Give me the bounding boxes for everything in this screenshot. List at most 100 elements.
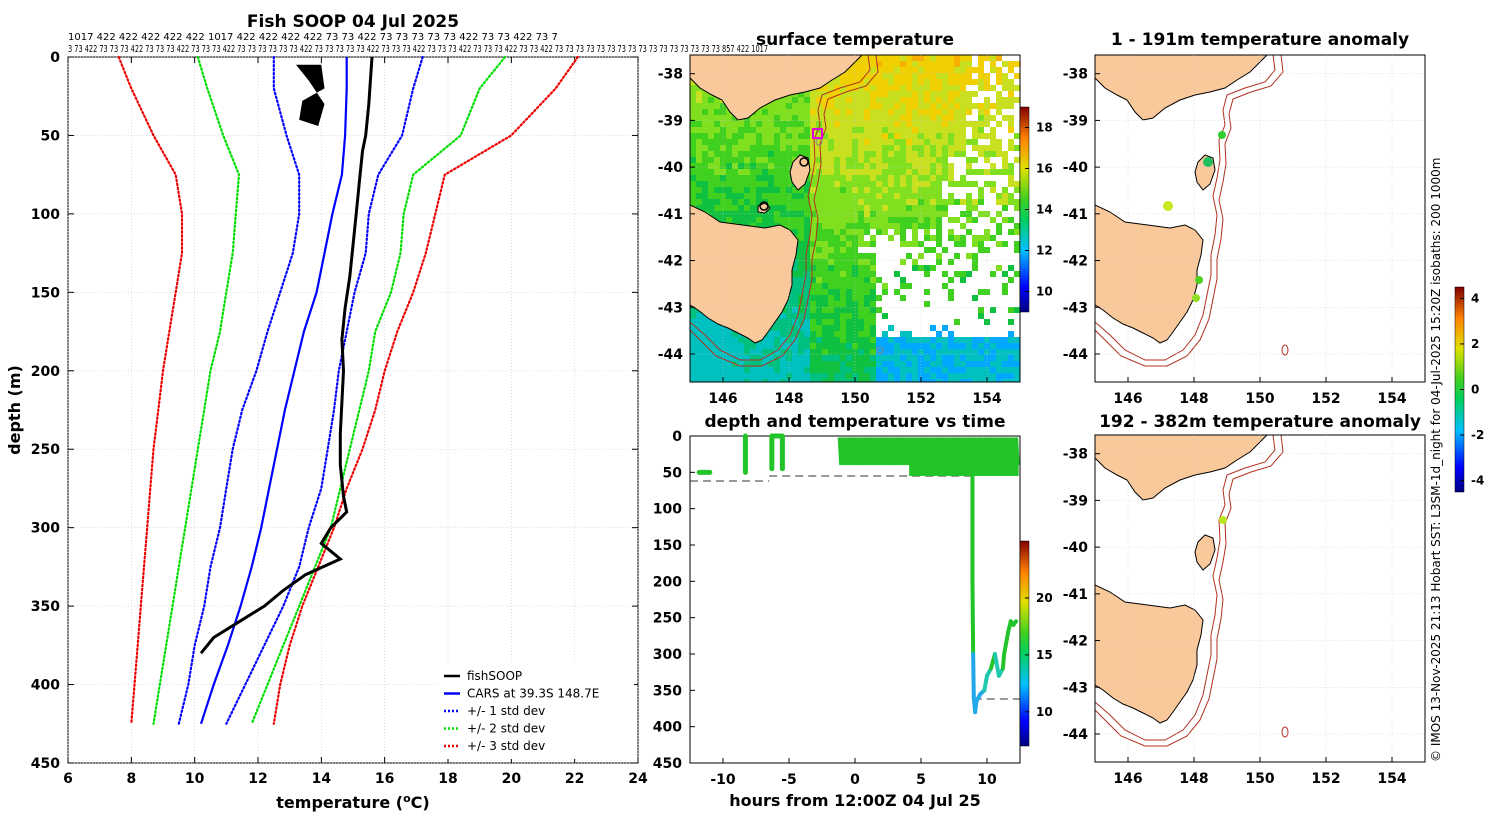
sst-cell [822, 163, 828, 169]
sst-cell [822, 175, 828, 181]
sst-cell [864, 319, 870, 325]
sst-cell [930, 145, 936, 151]
series--2-std-dev [250, 55, 507, 725]
sst-cell [864, 253, 870, 259]
sst-cell [810, 163, 816, 169]
sst-cell [870, 205, 876, 211]
sst-cell [912, 127, 918, 133]
sst-cell [864, 307, 870, 313]
sst-cell [876, 157, 882, 163]
sst-cell [774, 169, 780, 175]
sst-cell [750, 187, 756, 193]
sst-cell [828, 253, 834, 259]
sst-cell [882, 169, 888, 175]
sst-cell [876, 151, 882, 157]
sst-cell [906, 127, 912, 133]
sst-cell [696, 355, 702, 361]
sst-cell [960, 121, 966, 127]
sst-cell [924, 229, 930, 235]
sst-cell [1014, 97, 1020, 103]
sst-cell [792, 295, 798, 301]
sst-cell [756, 181, 762, 187]
sst-cell [870, 175, 876, 181]
sst-cell [996, 169, 1002, 175]
sst-cell [870, 379, 876, 382]
sst-cell [864, 79, 870, 85]
sst-cell [996, 265, 1002, 271]
sst-cell [900, 151, 906, 157]
sst-cell [906, 217, 912, 223]
sst-cell [966, 373, 972, 379]
series--2-std-dev [152, 55, 241, 725]
sst-cell [930, 55, 936, 61]
sst-cell [828, 373, 834, 379]
dive-trace [1000, 652, 1007, 671]
y-tick-label: 250 [653, 611, 682, 627]
sst-cell [888, 235, 894, 241]
sst-cell [1014, 199, 1020, 205]
sst-cell [744, 187, 750, 193]
sst-cell [792, 313, 798, 319]
sst-cell [822, 187, 828, 193]
sst-cell [762, 181, 768, 187]
sst-cell [930, 169, 936, 175]
sst-cell [900, 223, 906, 229]
y-tick-label: -40 [658, 160, 684, 176]
sst-cell [924, 301, 930, 307]
sst-cell [780, 127, 786, 133]
sst-cell [702, 367, 708, 373]
sst-cell [834, 289, 840, 295]
sst-cell [840, 73, 846, 79]
sst-cell [882, 145, 888, 151]
sst-cell [840, 319, 846, 325]
sst-cell [960, 103, 966, 109]
anomaly1-panel: 1 - 191m temperature anomaly 146 148 150 15… [1063, 30, 1426, 407]
x-tick-label: 152 [906, 391, 935, 407]
sst-cell [768, 103, 774, 109]
sst-cell [810, 355, 816, 361]
sst-cell [762, 187, 768, 193]
sst-cell [822, 349, 828, 355]
sst-cell [936, 91, 942, 97]
sst-cell [930, 91, 936, 97]
sst-cell [1002, 241, 1008, 247]
x-tick-label: -10 [710, 772, 736, 788]
sst-cell [966, 163, 972, 169]
sst-cell [756, 367, 762, 373]
sst-cell [816, 199, 822, 205]
x-tick-label: 150 [840, 391, 869, 407]
sst-cell [792, 331, 798, 337]
sst-cell [834, 343, 840, 349]
sst-cell [804, 133, 810, 139]
sst-cell [936, 367, 942, 373]
mainland-coast [1095, 55, 1268, 121]
sst-cell [768, 151, 774, 157]
sst-cell [840, 229, 846, 235]
sst-cell [978, 121, 984, 127]
sst-cell [990, 307, 996, 313]
sst-cell [966, 217, 972, 223]
sst-cell [900, 229, 906, 235]
sst-cell [810, 151, 816, 157]
sst-cell [960, 151, 966, 157]
sst-cell [948, 163, 954, 169]
sst-cell [1014, 205, 1020, 211]
sst-cell [1014, 229, 1020, 235]
sst-cell [822, 331, 828, 337]
sst-cell [708, 103, 714, 109]
sst-cell [690, 181, 696, 187]
sst-cell [864, 283, 870, 289]
sst-cell [894, 73, 900, 79]
sst-cell [822, 85, 828, 91]
sst-cell [876, 127, 882, 133]
sst-cell [894, 169, 900, 175]
sst-cell [744, 127, 750, 133]
sst-cell [1002, 97, 1008, 103]
sst-cell [846, 181, 852, 187]
sst-cell [774, 97, 780, 103]
sst-cell [978, 73, 984, 79]
sst-cell [744, 373, 750, 379]
sst-cell [936, 133, 942, 139]
sst-cell [822, 271, 828, 277]
sst-cell [714, 127, 720, 133]
